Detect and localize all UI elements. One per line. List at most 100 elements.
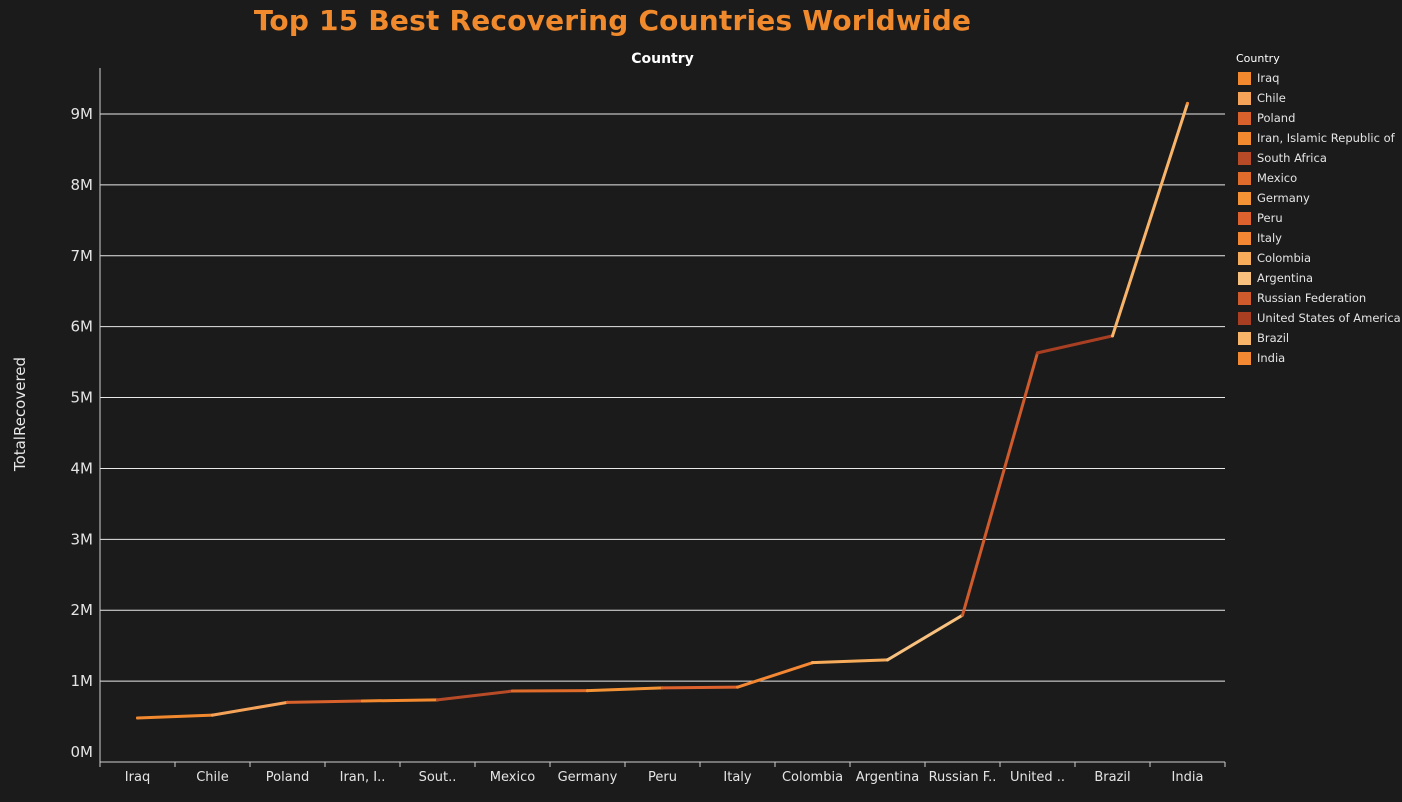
data-point: [136, 716, 139, 720]
legend-item[interactable]: Russian Federation: [1236, 288, 1402, 308]
legend-label: Argentina: [1257, 271, 1314, 285]
legend-swatch: [1238, 191, 1251, 205]
legend-swatch: [1238, 291, 1251, 305]
legend-label: Peru: [1257, 211, 1283, 225]
legend-label: India: [1257, 351, 1286, 365]
data-point: [961, 613, 964, 617]
series-line-segment: [211, 700, 289, 717]
legend-items: Iraq Chile Poland Iran, Islamic Republic of…: [1236, 68, 1402, 368]
x-tick-label: Italy: [723, 770, 752, 785]
data-point: [511, 689, 514, 693]
y-tick-label: 4M: [71, 459, 94, 477]
x-tick-label: Poland: [266, 770, 309, 785]
chart-title: Top 15 Best Recovering Countries Worldwi…: [253, 4, 972, 37]
series-line-segment: [1036, 334, 1114, 355]
legend-swatch: [1238, 211, 1251, 225]
data-point: [811, 661, 814, 665]
series-line-segment: [811, 658, 889, 665]
data-point: [1186, 101, 1189, 105]
legend-item[interactable]: Colombia: [1236, 248, 1402, 268]
legend-title: Country: [1236, 52, 1280, 65]
legend-item[interactable]: Peru: [1236, 208, 1402, 228]
y-tick-label: 0M: [71, 743, 94, 761]
x-axis-header: Country: [631, 51, 694, 67]
legend-swatch: [1238, 351, 1251, 365]
legend-swatch: [1238, 91, 1251, 105]
legend-label: United States of America: [1257, 311, 1401, 325]
y-tick-label: 8M: [71, 176, 94, 194]
legend-label: Chile: [1257, 91, 1286, 105]
legend-swatch: [1238, 111, 1251, 125]
legend-item[interactable]: Chile: [1236, 88, 1402, 108]
x-tick-label: Mexico: [490, 770, 535, 785]
legend-label: Iran, Islamic Republic of: [1257, 131, 1395, 145]
legend-item[interactable]: Brazil: [1236, 328, 1402, 348]
x-tick-label: United ..: [1010, 770, 1065, 785]
data-point: [736, 685, 739, 689]
series-line-segment: [1111, 101, 1189, 338]
series-line-segment: [961, 351, 1039, 617]
legend-item[interactable]: Italy: [1236, 228, 1402, 248]
y-tick-label: 3M: [71, 530, 94, 548]
y-tick-label: 2M: [71, 601, 94, 619]
data-point: [361, 699, 364, 703]
legend-swatch: [1238, 151, 1251, 165]
y-tick-label: 1M: [71, 672, 94, 690]
x-tick-label: Peru: [648, 770, 677, 785]
y-tick-label: 6M: [71, 318, 94, 336]
x-tick-label: Colombia: [782, 770, 843, 785]
series-line-segment: [361, 698, 439, 703]
series-line-segment: [136, 713, 214, 720]
x-tick-label: Sout..: [419, 770, 457, 785]
legend-item[interactable]: Iraq: [1236, 68, 1402, 88]
legend-label: Poland: [1257, 111, 1296, 125]
legend-swatch: [1238, 131, 1251, 145]
legend-item[interactable]: Poland: [1236, 108, 1402, 128]
legend-label: South Africa: [1257, 151, 1327, 165]
legend-swatch: [1238, 311, 1251, 325]
series-line-segment: [286, 699, 364, 704]
y-tick-label: 7M: [71, 247, 94, 265]
legend-swatch: [1238, 331, 1251, 345]
legend-label: Brazil: [1257, 331, 1290, 345]
y-tick-label: 5M: [71, 389, 94, 407]
legend-label: Russian Federation: [1257, 291, 1367, 305]
series-line-segment: [886, 613, 964, 662]
x-tick-label: Russian F..: [929, 770, 997, 785]
legend-label: Germany: [1257, 191, 1310, 205]
data-point: [436, 698, 439, 702]
legend-item[interactable]: Mexico: [1236, 168, 1402, 188]
legend-label: Mexico: [1257, 171, 1298, 185]
legend-item[interactable]: Germany: [1236, 188, 1402, 208]
legend-item[interactable]: Argentina: [1236, 268, 1402, 288]
data-point: [211, 713, 214, 717]
data-point: [1036, 351, 1039, 355]
x-tick-label: India: [1172, 770, 1204, 785]
legend-swatch: [1238, 71, 1251, 85]
series-line-segment: [661, 685, 739, 690]
data-point: [1111, 334, 1114, 338]
data-point: [586, 689, 589, 693]
legend-swatch: [1238, 231, 1251, 245]
legend-item[interactable]: India: [1236, 348, 1402, 368]
x-tick-label: Argentina: [856, 770, 919, 785]
legend-item[interactable]: Iran, Islamic Republic of: [1236, 128, 1402, 148]
data-point: [661, 686, 664, 690]
legend-item[interactable]: United States of America: [1236, 308, 1402, 328]
data-point: [286, 700, 289, 704]
series-line-segment: [586, 686, 664, 693]
x-tick-label: Iran, I..: [340, 770, 386, 785]
legend-item[interactable]: South Africa: [1236, 148, 1402, 168]
series-line-segment: [436, 689, 514, 702]
legend-label: Iraq: [1257, 71, 1280, 85]
x-tick-label: Chile: [196, 770, 229, 785]
legend-swatch: [1238, 251, 1251, 265]
x-tick-label: Germany: [558, 770, 618, 785]
legend-swatch: [1238, 171, 1251, 185]
legend-swatch: [1238, 271, 1251, 285]
legend-label: Colombia: [1257, 251, 1312, 265]
y-tick-label: 9M: [71, 105, 94, 123]
legend: Country Iraq Chile Poland Iran, Islamic Rep…: [1236, 52, 1402, 368]
